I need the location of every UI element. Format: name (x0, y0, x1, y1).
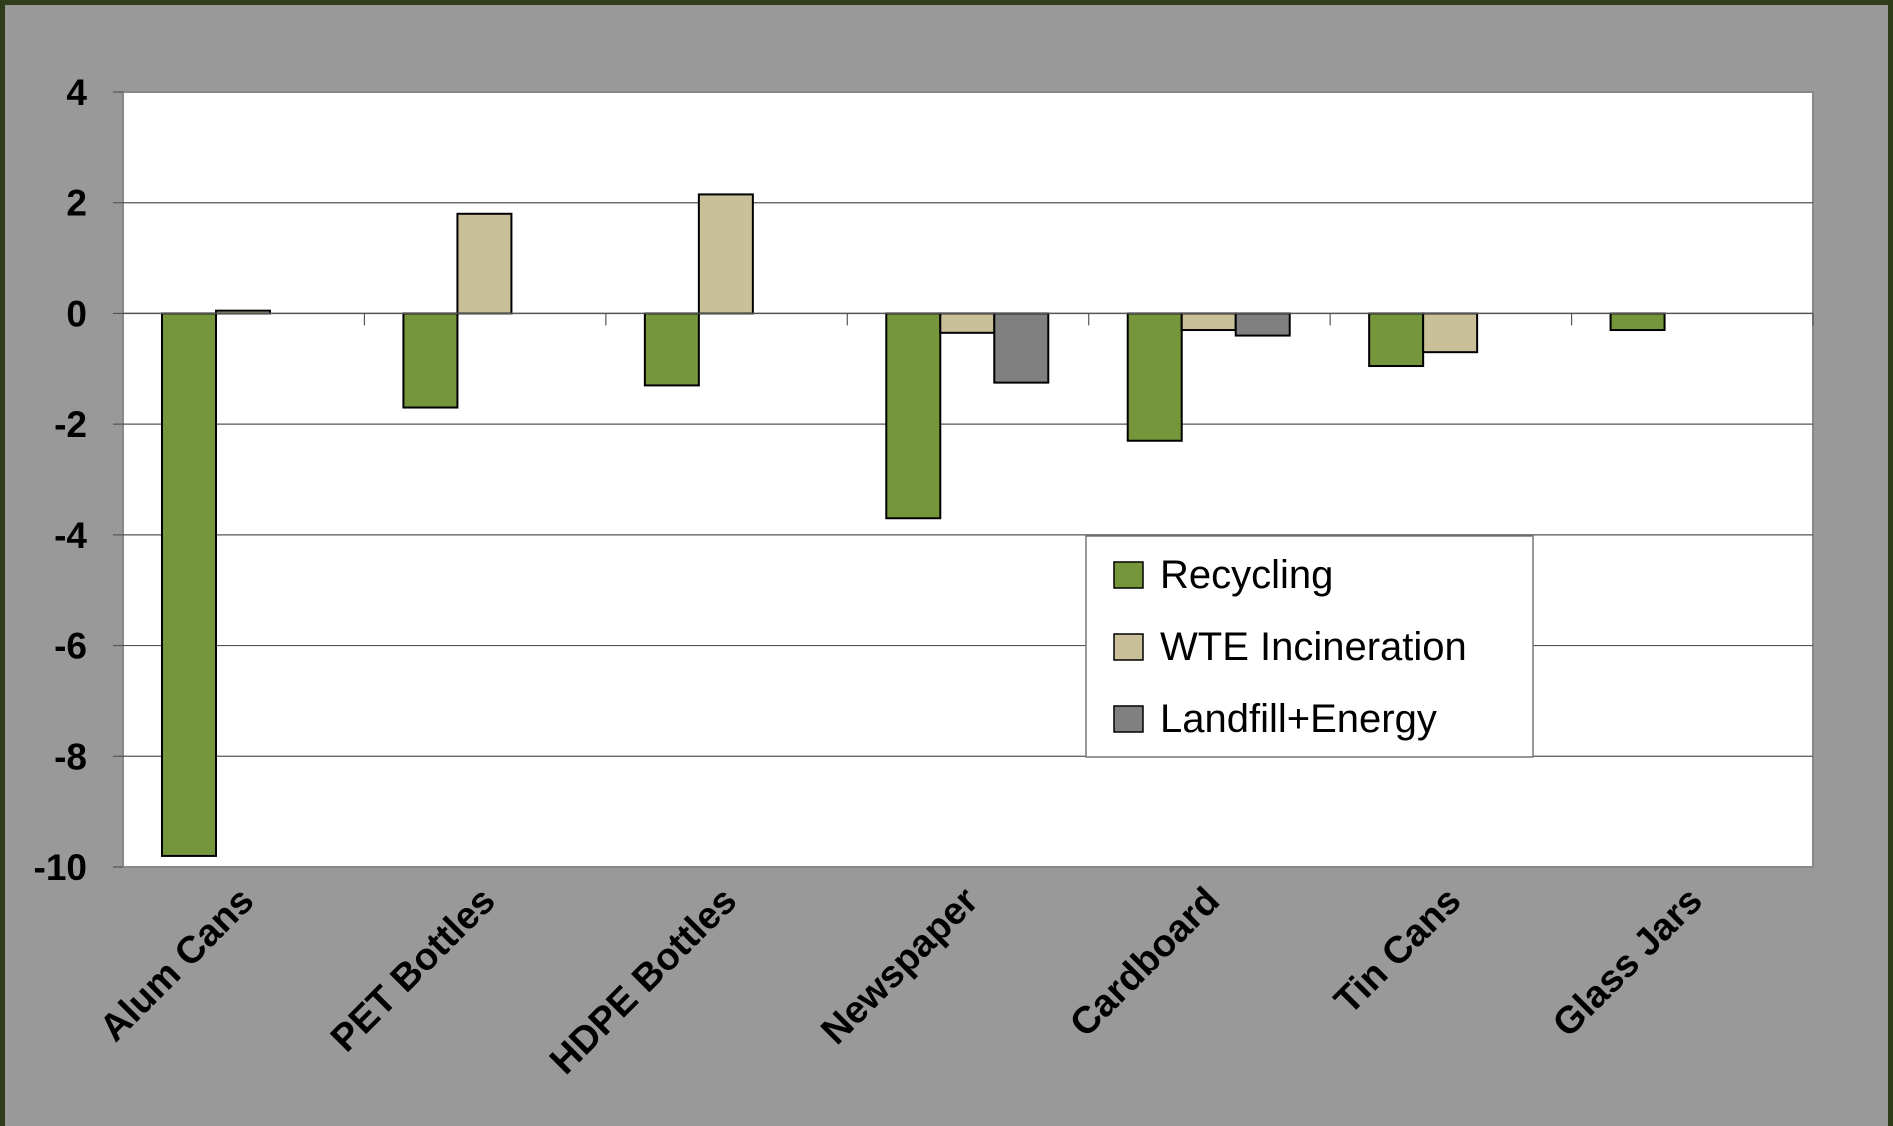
bar-landfill-energy-cardboard (1234, 312, 1291, 337)
bar-chart: 4 2 0 -2 -4 -6 -8 -10 Alum Cans PET Bottles HDPE … (34, 72, 1814, 1083)
legend-swatch-recycling (1113, 561, 1144, 589)
y-tick-label: -8 (54, 736, 87, 777)
bar-wte-incineration-cardboard (1180, 312, 1237, 332)
x-category-label: Cardboard (1062, 880, 1228, 1046)
bar-recycling-tin-cans (1368, 312, 1425, 368)
y-tick-label: 0 (66, 293, 87, 334)
legend-item-wte-incineration: WTE Incineration (1113, 625, 1467, 669)
legend-box (1085, 535, 1534, 758)
legend-label-wte-incineration: WTE Incineration (1160, 625, 1467, 669)
bar-recycling-cardboard (1126, 312, 1183, 442)
y-tick-label: 2 (66, 183, 87, 224)
legend-label-recycling: Recycling (1160, 553, 1333, 597)
chart-frame: 4 2 0 -2 -4 -6 -8 -10 Alum Cans PET Bottles HDPE … (5, 5, 1888, 1126)
legend-item-recycling: Recycling (1113, 553, 1333, 597)
bar-recycling-pet-bottles (402, 312, 459, 409)
bar-recycling-glass-jars (1609, 312, 1666, 332)
x-category-label: Newspaper (813, 880, 986, 1053)
x-category-label: PET Bottles (323, 880, 503, 1060)
y-tick-label: -6 (54, 626, 87, 667)
x-category-label: HDPE Bottles (542, 880, 745, 1083)
bar-recycling-hdpe-bottles (643, 312, 700, 387)
plot-area (122, 91, 1814, 868)
y-tick-label: -2 (54, 404, 87, 445)
bar-wte-incineration-hdpe-bottles (697, 193, 754, 315)
legend: Recycling WTE Incineration Landfill+Ener… (1085, 535, 1534, 758)
x-axis-category-labels: Alum Cans PET Bottles HDPE Bottles Newspape… (92, 880, 1711, 1083)
bar-recycling-newspaper (885, 312, 942, 520)
x-category-label: Alum Cans (92, 880, 262, 1050)
axes (123, 312, 1814, 326)
bar-recycling-alum-cans (161, 312, 217, 857)
x-category-label: Tin Cans (1327, 880, 1470, 1023)
bar-wte-incineration-newspaper (939, 312, 996, 334)
y-tick-label: 4 (66, 72, 87, 113)
y-tick-label: -4 (54, 515, 87, 556)
legend-item-landfill-energy: Landfill+Energy (1113, 697, 1437, 741)
bar-landfill-energy-newspaper (993, 312, 1050, 384)
bar-wte-incineration-pet-bottles (456, 212, 513, 315)
legend-swatch-wte-incineration (1113, 633, 1144, 661)
legend-swatch-landfill-energy (1113, 705, 1144, 733)
bars (161, 193, 1666, 857)
bar-wte-incineration-tin-cans (1422, 312, 1479, 354)
x-category-label: Glass Jars (1545, 880, 1711, 1046)
legend-label-landfill-energy: Landfill+Energy (1160, 697, 1437, 741)
y-axis-tick-labels: 4 2 0 -2 -4 -6 -8 -10 (34, 72, 88, 888)
y-tick-label: -10 (34, 847, 87, 888)
